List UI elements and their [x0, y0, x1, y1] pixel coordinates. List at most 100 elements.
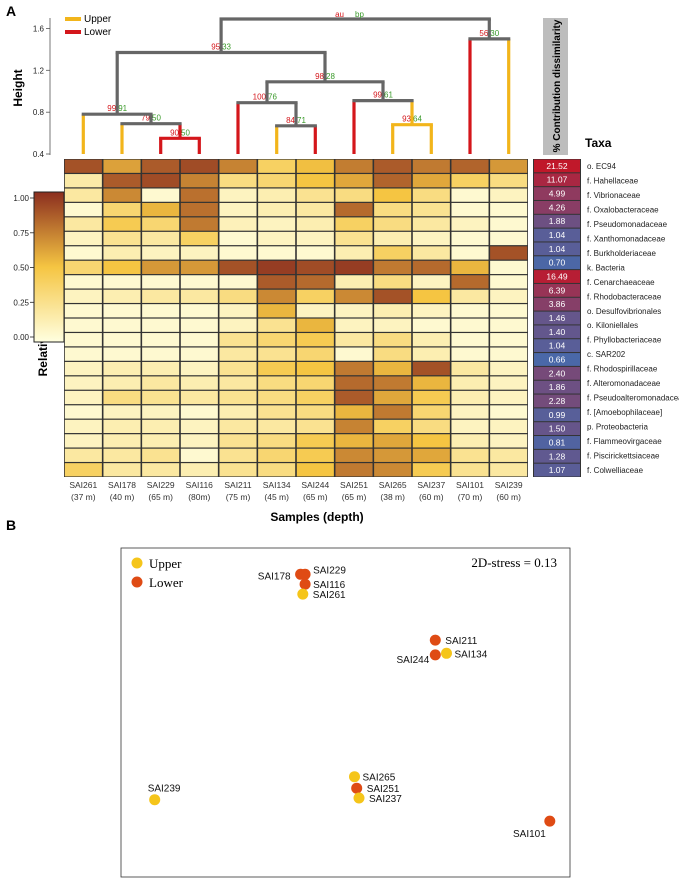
dendrogram-bp-value: 91 — [118, 104, 127, 113]
heatmap-cell — [335, 405, 373, 419]
heatmap-cell — [335, 260, 373, 275]
heatmap-cell — [64, 289, 102, 303]
taxon-label: f. Flammeovirgaceae — [587, 437, 662, 446]
heatmap-cell — [103, 419, 141, 434]
heatmap-cell — [180, 405, 218, 419]
heatmap-cell — [142, 304, 180, 318]
heatmap-cell — [258, 405, 296, 419]
contribution-cell — [534, 200, 580, 214]
dendrogram-au-value: 98 — [315, 72, 324, 81]
contribution-value: 0.81 — [549, 437, 566, 447]
heatmap-cell — [412, 361, 450, 376]
nmds-point — [149, 794, 161, 806]
heatmap-cell — [219, 217, 257, 231]
heatmap-cell — [490, 217, 528, 231]
colorbar-tick-label: 0.75 — [13, 229, 29, 238]
heatmap-cell — [335, 419, 373, 434]
legend-lower-label: Lower — [84, 27, 112, 38]
heatmap-cell — [142, 376, 180, 390]
taxon-label: f. Pseudoalteromonadaceae — [587, 394, 679, 403]
heatmap-cell — [103, 304, 141, 318]
heatmap-cell — [296, 434, 334, 448]
heatmap-cell — [412, 333, 450, 347]
heatmap-cell — [64, 463, 102, 477]
heatmap-cell — [335, 188, 373, 202]
heatmap-cell — [180, 333, 218, 347]
heatmap-cell — [103, 231, 141, 246]
nmds-point-label: SAI244 — [396, 655, 429, 666]
heatmap-x-label: Samples (depth) — [270, 510, 363, 524]
contribution-cell — [534, 339, 580, 353]
heatmap-cell — [374, 434, 412, 448]
heatmap-cell — [412, 275, 450, 289]
heatmap-cell — [296, 188, 334, 202]
legend-upper-label: Upper — [84, 14, 112, 25]
heatmap-cell — [142, 405, 180, 419]
heatmap-cell — [219, 419, 257, 434]
heatmap-cell — [64, 231, 102, 246]
heatmap-cell — [412, 260, 450, 275]
contribution-value: 1.46 — [549, 313, 566, 323]
panel-a-label: A — [6, 3, 16, 19]
heatmap-cell — [296, 419, 334, 434]
heatmap-cell — [142, 419, 180, 434]
heatmap-cell — [219, 463, 257, 477]
contribution-cell — [534, 463, 580, 477]
heatmap-cell — [219, 405, 257, 419]
heatmap-cell — [258, 376, 296, 390]
heatmap-cell — [412, 289, 450, 303]
sample-depth-label: (65 m) — [303, 492, 328, 502]
contribution-value: 1.04 — [549, 230, 566, 240]
heatmap-cell — [142, 159, 180, 173]
nmds-point — [297, 588, 309, 600]
nmds-point-label: SAI239 — [148, 784, 181, 795]
heatmap-cell — [142, 246, 180, 260]
heatmap-cell — [219, 304, 257, 318]
heatmap-cell — [219, 275, 257, 289]
taxon-label: o. Kiloniellales — [587, 321, 638, 330]
heatmap-cell — [335, 376, 373, 390]
heatmap-cell — [64, 376, 102, 390]
dendrogram-au-value: 93 — [402, 115, 411, 124]
nmds-point-label: SAI229 — [313, 565, 346, 576]
heatmap-cell — [374, 347, 412, 361]
heatmap-cell — [219, 333, 257, 347]
heatmap-cell — [296, 246, 334, 260]
taxon-label: f. Piscirickettsiaceae — [587, 451, 660, 460]
contribution-cell — [534, 436, 580, 449]
taxon-label: f. Rhodospirillaceae — [587, 365, 658, 374]
taxon-label: f. Pseudomonadaceae — [587, 220, 668, 229]
contribution-value: 0.66 — [549, 355, 566, 365]
dendrogram-bp-value: 30 — [490, 29, 499, 38]
heatmap-background — [64, 159, 528, 477]
heatmap-cell — [64, 347, 102, 361]
heatmap-cell — [490, 246, 528, 260]
nmds-legend-lower-marker — [131, 576, 143, 588]
contribution-value: 2.28 — [549, 396, 566, 406]
heatmap-cell — [258, 275, 296, 289]
heatmap-cell — [490, 289, 528, 303]
colorbar-tick-label: 0.25 — [13, 298, 29, 307]
taxon-label: f. [Amoebophilaceae] — [587, 408, 662, 417]
sample-label: SAI239 — [495, 480, 523, 490]
heatmap-cell — [374, 448, 412, 462]
heatmap-cell — [374, 390, 412, 405]
heatmap-cell — [296, 275, 334, 289]
heatmap-cell — [451, 390, 489, 405]
heatmap-cell — [142, 333, 180, 347]
heatmap-cell — [180, 390, 218, 405]
heatmap-cell — [335, 275, 373, 289]
dendrogram-au-value: 99 — [373, 91, 382, 100]
heatmap-cell — [296, 448, 334, 462]
heatmap-cell — [374, 361, 412, 376]
heatmap-cell — [296, 376, 334, 390]
heatmap-cell — [180, 304, 218, 318]
dendrogram-au-value: 79 — [141, 114, 150, 123]
heatmap-cell — [142, 434, 180, 448]
heatmap-cell — [64, 202, 102, 217]
dendrogram-au-value: 100 — [253, 93, 267, 102]
heatmap-cell — [296, 333, 334, 347]
heatmap-cell — [103, 289, 141, 303]
heatmap-cell — [412, 174, 450, 188]
heatmap-cell — [258, 174, 296, 188]
